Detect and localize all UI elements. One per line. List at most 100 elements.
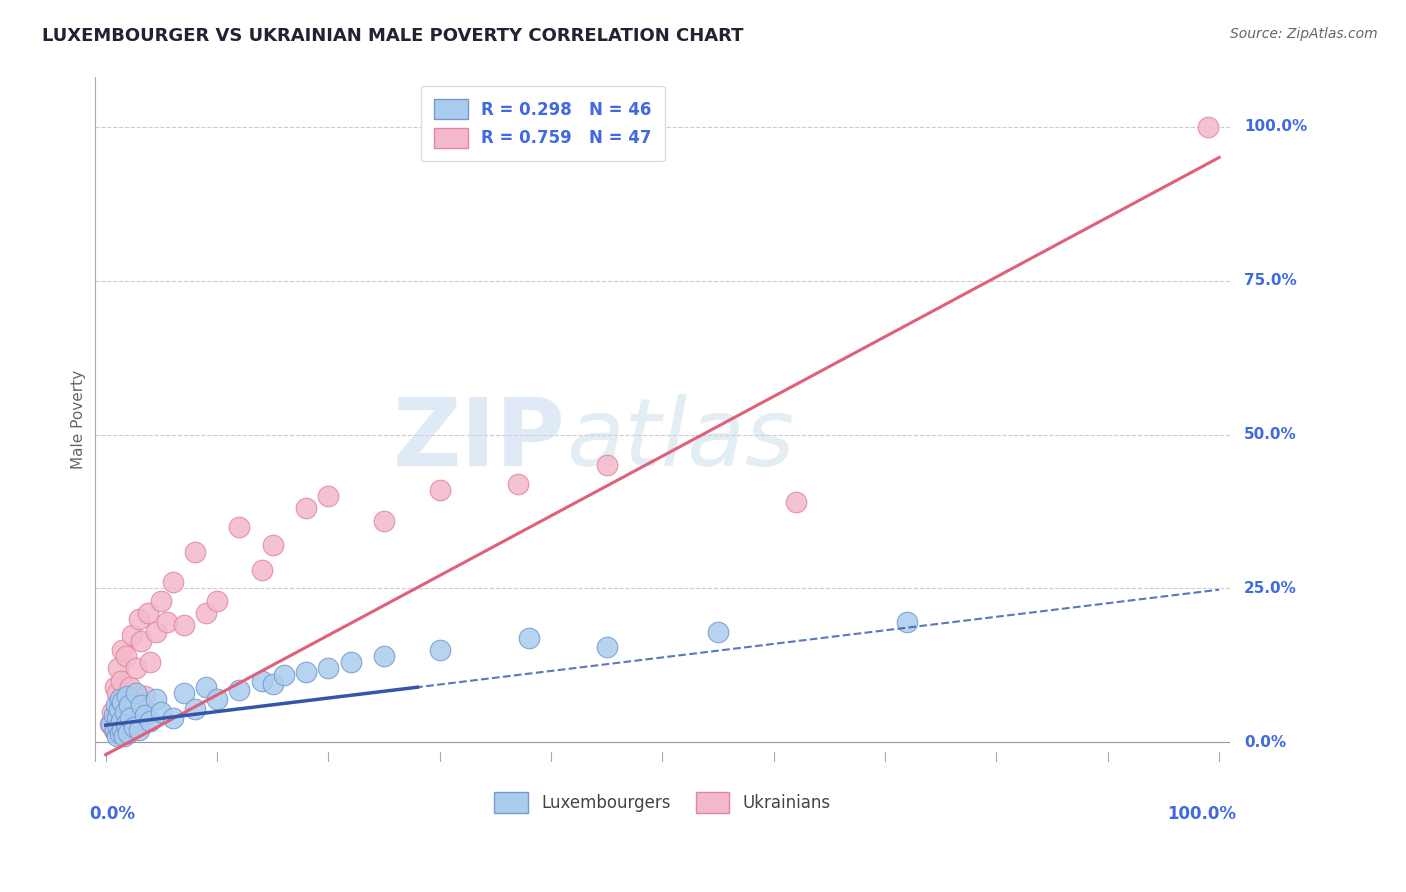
Point [250, 673, 273, 688]
Point [373, 649, 395, 664]
Point [707, 624, 730, 639]
Point [117, 701, 139, 715]
Point [205, 593, 228, 607]
Point [128, 612, 150, 626]
Point [111, 695, 134, 709]
Point [429, 643, 451, 657]
Point [103, 723, 125, 737]
Point [125, 661, 148, 675]
Point [122, 720, 145, 734]
Point [139, 656, 162, 670]
Text: LUXEMBOURGER VS UKRAINIAN MALE POVERTY CORRELATION CHART: LUXEMBOURGER VS UKRAINIAN MALE POVERTY C… [42, 27, 744, 45]
Point [173, 618, 195, 632]
Point [506, 476, 529, 491]
Point [100, 717, 122, 731]
Text: 75.0%: 75.0% [1244, 273, 1296, 288]
Point [108, 698, 131, 713]
Point [596, 640, 619, 654]
Point [121, 627, 143, 641]
Point [228, 520, 250, 534]
Point [118, 698, 141, 713]
Point [112, 714, 135, 728]
Point [108, 726, 131, 740]
Text: 25.0%: 25.0% [1244, 581, 1296, 596]
Point [517, 631, 540, 645]
Point [117, 726, 139, 740]
Point [162, 575, 184, 590]
Point [131, 633, 153, 648]
Text: Source: ZipAtlas.com: Source: ZipAtlas.com [1230, 27, 1378, 41]
Point [228, 683, 250, 698]
Text: 100.0%: 100.0% [1244, 120, 1308, 134]
Point [125, 686, 148, 700]
Point [128, 723, 150, 737]
Point [128, 707, 150, 722]
Y-axis label: Male Poverty: Male Poverty [72, 369, 86, 468]
Point [318, 489, 340, 503]
Point [194, 680, 217, 694]
Point [373, 514, 395, 528]
Point [107, 661, 129, 675]
Point [104, 726, 127, 740]
Legend: Luxembourgers, Ukrainians: Luxembourgers, Ukrainians [486, 784, 839, 821]
Point [108, 701, 131, 715]
Point [785, 495, 807, 509]
Point [105, 711, 128, 725]
Point [145, 624, 167, 639]
Point [134, 689, 156, 703]
Text: 100.0%: 100.0% [1167, 805, 1236, 823]
Text: 50.0%: 50.0% [1244, 427, 1296, 442]
Point [156, 615, 179, 630]
Point [173, 686, 195, 700]
Point [108, 692, 131, 706]
Point [104, 698, 127, 713]
Point [103, 707, 125, 722]
Point [273, 667, 295, 681]
Point [115, 723, 138, 737]
Point [262, 677, 284, 691]
Point [111, 643, 134, 657]
Text: 0.0%: 0.0% [1244, 735, 1286, 750]
Point [105, 686, 128, 700]
Point [114, 717, 136, 731]
Point [295, 501, 318, 516]
Point [194, 606, 217, 620]
Point [896, 615, 918, 630]
Point [114, 705, 136, 719]
Point [104, 723, 127, 737]
Point [111, 726, 134, 740]
Point [120, 680, 142, 694]
Point [339, 656, 361, 670]
Text: 0.0%: 0.0% [89, 805, 135, 823]
Point [1197, 120, 1219, 134]
Point [111, 723, 134, 737]
Point [184, 701, 207, 715]
Point [136, 606, 159, 620]
Point [105, 729, 128, 743]
Point [134, 707, 156, 722]
Point [184, 544, 207, 558]
Point [122, 717, 145, 731]
Point [131, 698, 153, 713]
Point [162, 711, 184, 725]
Text: ZIP: ZIP [394, 393, 565, 485]
Point [110, 673, 132, 688]
Point [150, 705, 173, 719]
Point [145, 692, 167, 706]
Point [120, 711, 142, 725]
Point [150, 593, 173, 607]
Point [114, 692, 136, 706]
Point [318, 661, 340, 675]
Point [110, 714, 132, 728]
Point [596, 458, 619, 473]
Point [139, 714, 162, 728]
Point [98, 717, 121, 731]
Point [115, 689, 138, 703]
Point [429, 483, 451, 497]
Point [250, 563, 273, 577]
Text: atlas: atlas [565, 394, 794, 485]
Point [262, 538, 284, 552]
Point [101, 705, 124, 719]
Point [105, 711, 128, 725]
Point [107, 720, 129, 734]
